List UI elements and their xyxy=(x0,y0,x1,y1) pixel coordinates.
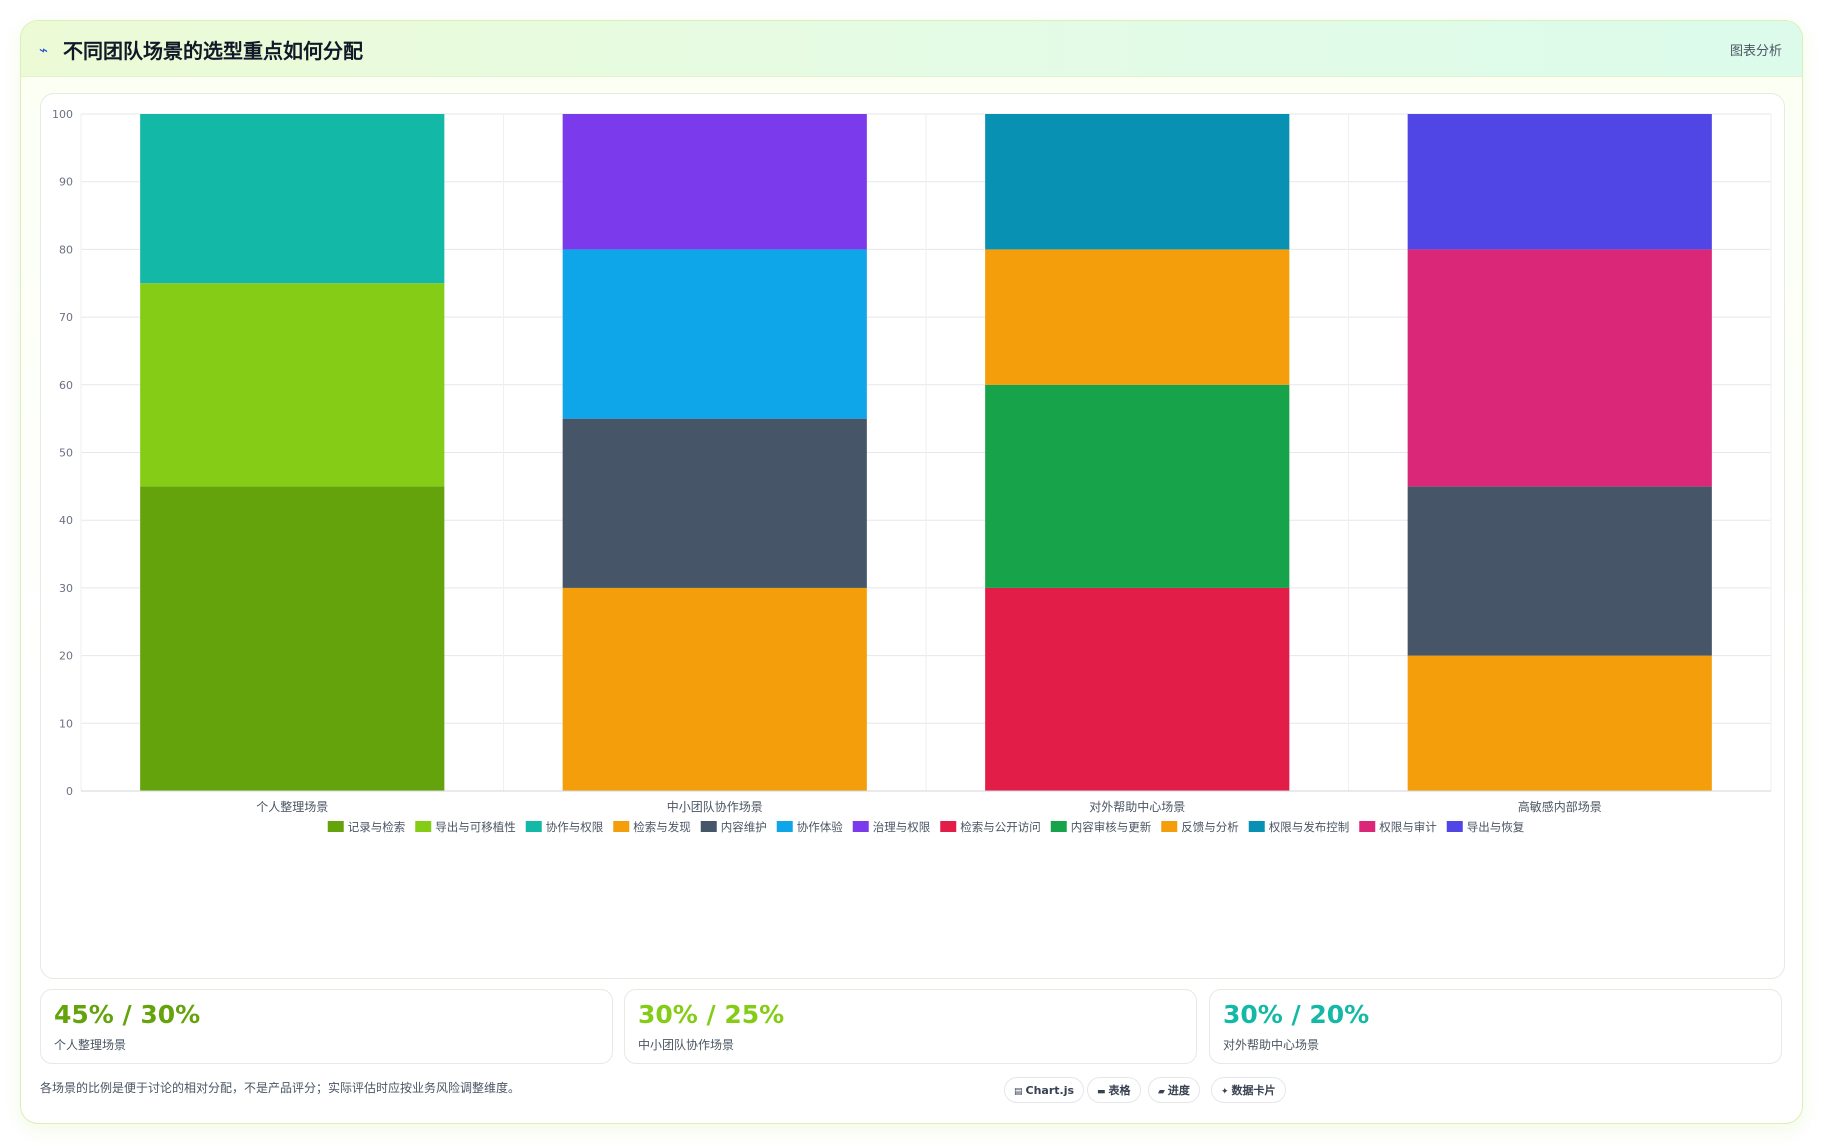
stat-value: 30% / 20% xyxy=(1223,1000,1370,1029)
y-tick-label: 20 xyxy=(59,650,73,663)
legend-label: 内容维护 xyxy=(721,820,767,834)
chip-label: 数据卡片 xyxy=(1231,1084,1276,1097)
chip-data-card[interactable]: ✦ 数据卡片 xyxy=(1211,1077,1286,1103)
legend-swatch xyxy=(613,821,630,832)
bar-segment xyxy=(985,249,1290,385)
legend-label: 权限与发布控制 xyxy=(1269,820,1350,834)
legend-swatch xyxy=(852,821,869,832)
chart-icon: ▤ xyxy=(1014,1087,1023,1097)
bar-segment xyxy=(1407,249,1712,487)
legend-label: 协作与权限 xyxy=(546,820,604,834)
legend-label: 检索与发现 xyxy=(633,820,691,834)
chart-analysis-link[interactable]: 图表分析 xyxy=(1729,44,1782,59)
legend-swatch xyxy=(940,821,957,832)
chip-chartjs[interactable]: ▤ Chart.js xyxy=(1004,1077,1085,1103)
bar-segment xyxy=(140,283,445,487)
chart-card: ⌁ 不同团队场景的选型重点如何分配 图表分析 0 10 20 30 40 50 60 70 80… xyxy=(20,20,1803,1124)
chart-line-icon: ⌁ xyxy=(39,41,49,59)
legend-label: 检索与公开访问 xyxy=(960,820,1041,834)
stat-card-help-center: 30% / 20% 对外帮助中心场景 xyxy=(1209,989,1782,1064)
y-tick-label: 40 xyxy=(59,514,73,527)
stat-label: 中小团队协作场景 xyxy=(638,1038,735,1052)
legend-swatch xyxy=(1161,821,1178,832)
legend-label: 治理与权限 xyxy=(873,820,931,834)
chip-table[interactable]: ▬ 表格 xyxy=(1087,1077,1141,1103)
legend-label: 权限与审计 xyxy=(1379,820,1437,834)
legend-label: 反馈与分析 xyxy=(1181,820,1239,834)
bar-segment xyxy=(562,587,867,791)
sparkle-icon: ✦ xyxy=(1221,1087,1229,1097)
stat-card-personal: 45% / 30% 个人整理场景 xyxy=(40,989,613,1064)
bar-segment xyxy=(140,114,445,284)
stat-label: 对外帮助中心场景 xyxy=(1223,1038,1320,1052)
legend-label: 内容审核与更新 xyxy=(1071,820,1152,834)
bar-segment xyxy=(985,114,1290,250)
legend-swatch xyxy=(1359,821,1376,832)
table-icon: ▬ xyxy=(1097,1087,1106,1097)
bar-segment xyxy=(1407,486,1712,656)
bar-segment xyxy=(562,418,867,588)
stat-value: 45% / 30% xyxy=(54,1000,201,1029)
chip-progress[interactable]: ▰ 进度 xyxy=(1148,1077,1200,1103)
stacked-bar-chart: 0 10 20 30 40 50 60 70 80 90 100 个人整理场景 中小团队协作场景 对外帮助… xyxy=(52,108,1772,834)
bar-segment xyxy=(985,587,1290,791)
bar-segment xyxy=(1407,114,1712,250)
y-tick-label: 50 xyxy=(59,447,73,460)
bar-segment xyxy=(985,384,1290,588)
legend-swatch xyxy=(776,821,793,832)
y-tick-label: 90 xyxy=(59,176,73,189)
progress-icon: ▰ xyxy=(1158,1087,1165,1097)
legend-swatch xyxy=(1248,821,1265,832)
x-tick-label: 高敏感内部场景 xyxy=(1518,799,1602,814)
bar-segment xyxy=(1407,655,1712,791)
chip-label: 进度 xyxy=(1167,1084,1190,1097)
stat-value: 30% / 25% xyxy=(638,1000,785,1029)
y-tick-label: 10 xyxy=(59,717,73,730)
y-tick-label: 100 xyxy=(52,108,73,121)
x-tick-label: 对外帮助中心场景 xyxy=(1089,799,1185,814)
y-tick-label: 80 xyxy=(59,243,73,256)
legend-swatch xyxy=(415,821,432,832)
y-tick-label: 30 xyxy=(59,582,73,595)
card-header: ⌁ 不同团队场景的选型重点如何分配 图表分析 xyxy=(21,21,1802,77)
chip-label: 表格 xyxy=(1108,1084,1131,1097)
stat-card-small-team: 30% / 25% 中小团队协作场景 xyxy=(624,989,1197,1064)
bar-segment xyxy=(562,249,867,419)
legend-label: 记录与检索 xyxy=(348,820,406,834)
chart-title: 不同团队场景的选型重点如何分配 xyxy=(63,39,363,63)
bar-segment xyxy=(140,486,445,791)
x-tick-label: 中小团队协作场景 xyxy=(667,799,763,814)
legend-label: 协作体验 xyxy=(797,820,843,834)
y-tick-label: 70 xyxy=(59,311,73,324)
legend-swatch xyxy=(1446,821,1463,832)
legend-label: 导出与可移植性 xyxy=(435,820,516,834)
x-tick-label: 个人整理场景 xyxy=(256,799,328,814)
legend-swatch xyxy=(327,821,344,832)
stat-label: 个人整理场景 xyxy=(54,1038,127,1052)
chart-panel: 0 10 20 30 40 50 60 70 80 90 100 个人整理场景 中小团队协作场景 对外帮助… xyxy=(40,93,1785,979)
bar-segment xyxy=(562,114,867,250)
y-tick-label: 0 xyxy=(66,785,73,798)
legend-swatch xyxy=(700,821,717,832)
legend-swatch xyxy=(525,821,542,832)
legend-swatch xyxy=(1050,821,1067,832)
chart-footnote: 各场景的比例是便于讨论的相对分配，不是产品评分；实际评估时应按业务风险调整维度。 xyxy=(40,1081,521,1095)
legend-label: 导出与恢复 xyxy=(1467,820,1525,834)
y-tick-label: 60 xyxy=(59,379,73,392)
chip-label: Chart.js xyxy=(1025,1084,1075,1097)
